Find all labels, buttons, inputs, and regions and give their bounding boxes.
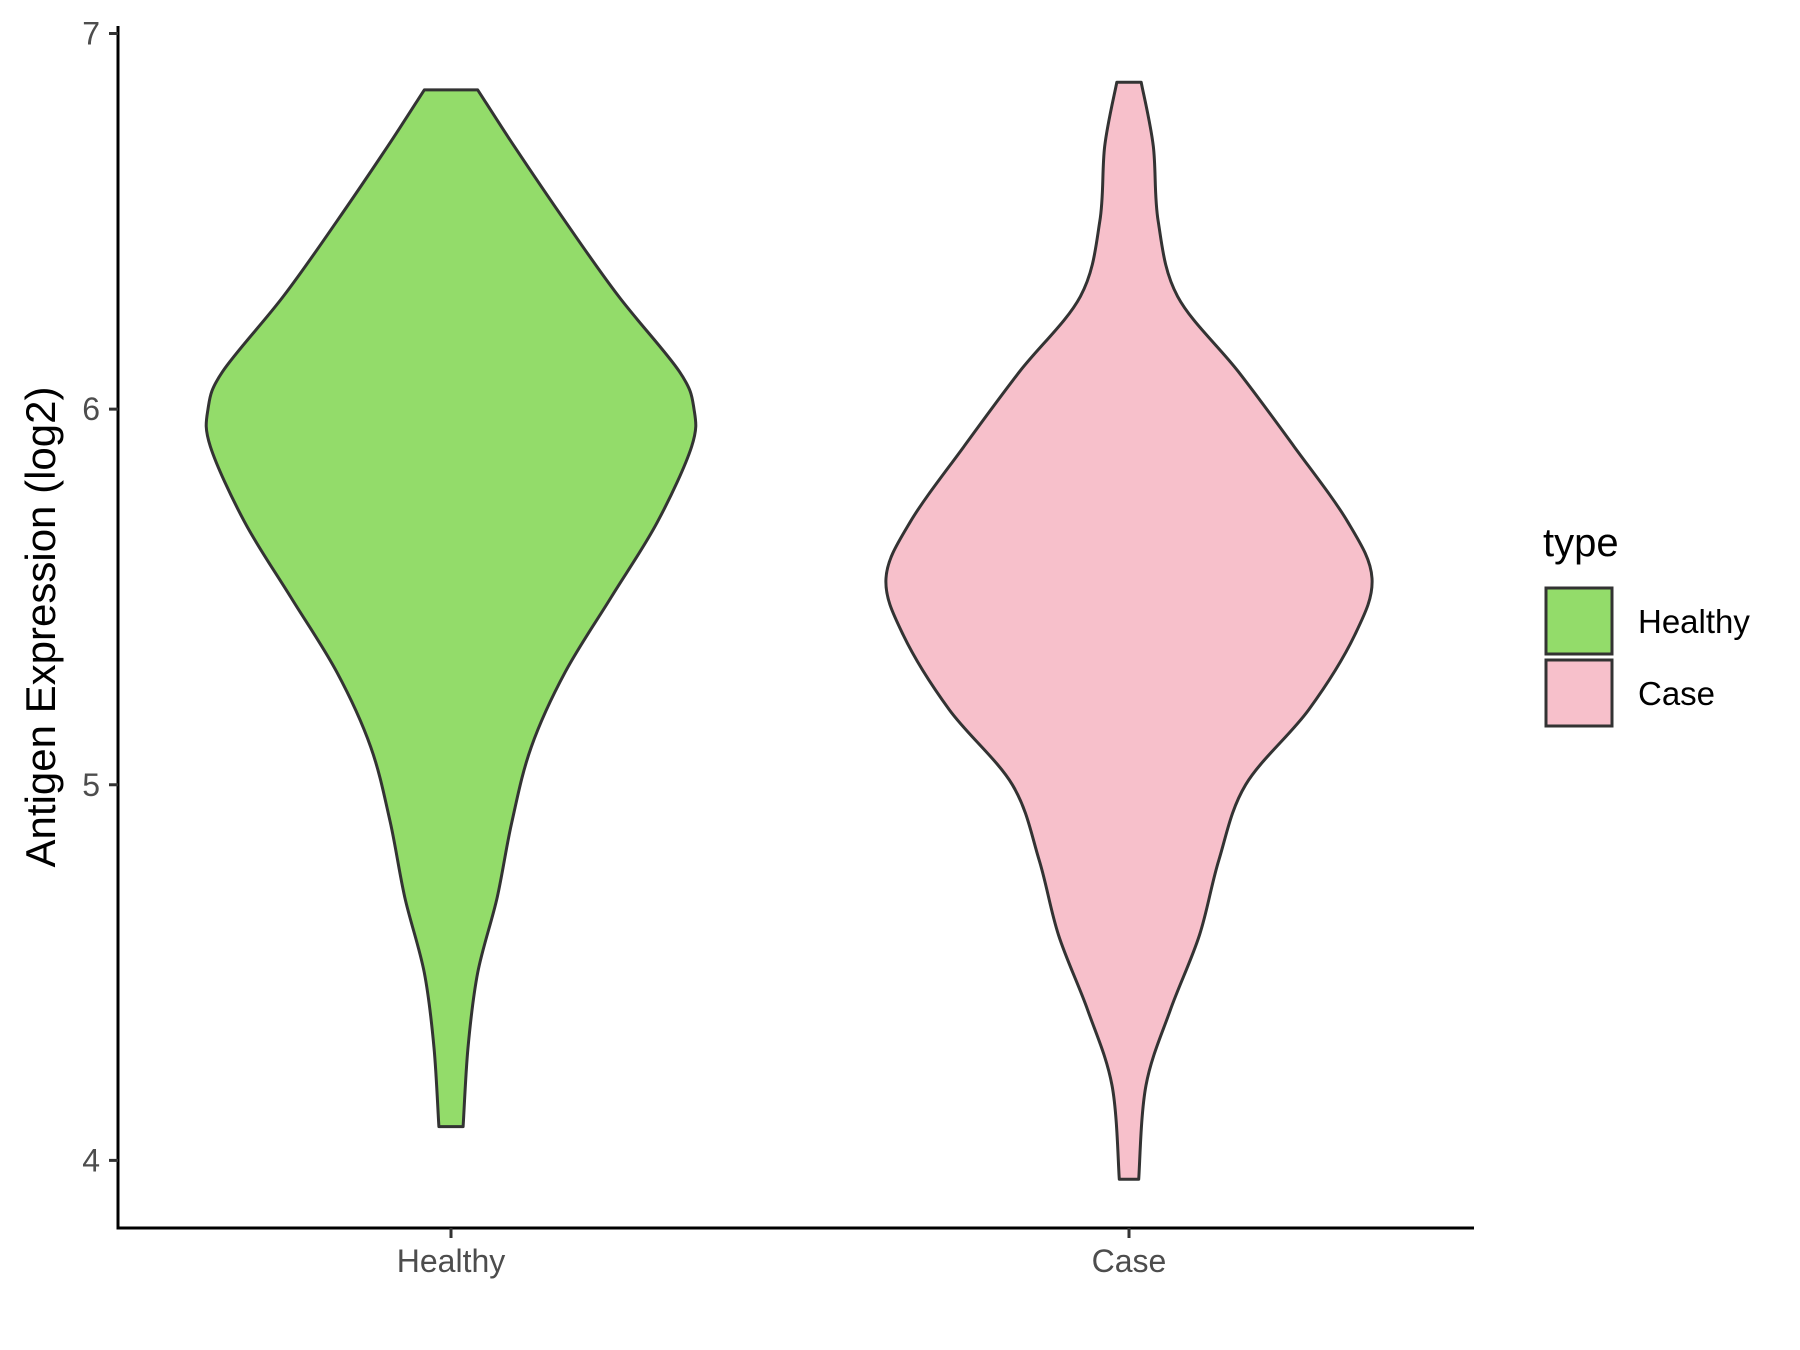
y-tick-label: 6 — [82, 391, 100, 427]
y-tick-label: 4 — [82, 1142, 100, 1178]
violin-case — [884, 80, 1374, 1181]
axes: 4 5 6 7 Healthy Case — [82, 16, 1474, 1279]
x-tick-label-case: Case — [1092, 1243, 1167, 1279]
legend-swatch-healthy — [1544, 586, 1614, 656]
x-axis-ticks: Healthy Case — [397, 1228, 1167, 1279]
legend-title: type — [1543, 521, 1619, 565]
x-tick-label-healthy: Healthy — [397, 1243, 506, 1279]
y-axis-title: Antigen Expression (log2) — [17, 387, 64, 868]
y-tick-label: 5 — [82, 767, 100, 803]
violin-layer — [204, 80, 1374, 1181]
legend-label-healthy: Healthy — [1638, 603, 1750, 640]
legend: type Healthy Case — [1543, 521, 1750, 728]
y-tick-label: 7 — [82, 16, 100, 52]
legend-items: Healthy Case — [1544, 586, 1750, 728]
legend-swatch-case — [1544, 658, 1614, 728]
violin-healthy — [204, 88, 698, 1129]
legend-label-case: Case — [1638, 675, 1715, 712]
y-axis-ticks: 4 5 6 7 — [82, 16, 118, 1178]
